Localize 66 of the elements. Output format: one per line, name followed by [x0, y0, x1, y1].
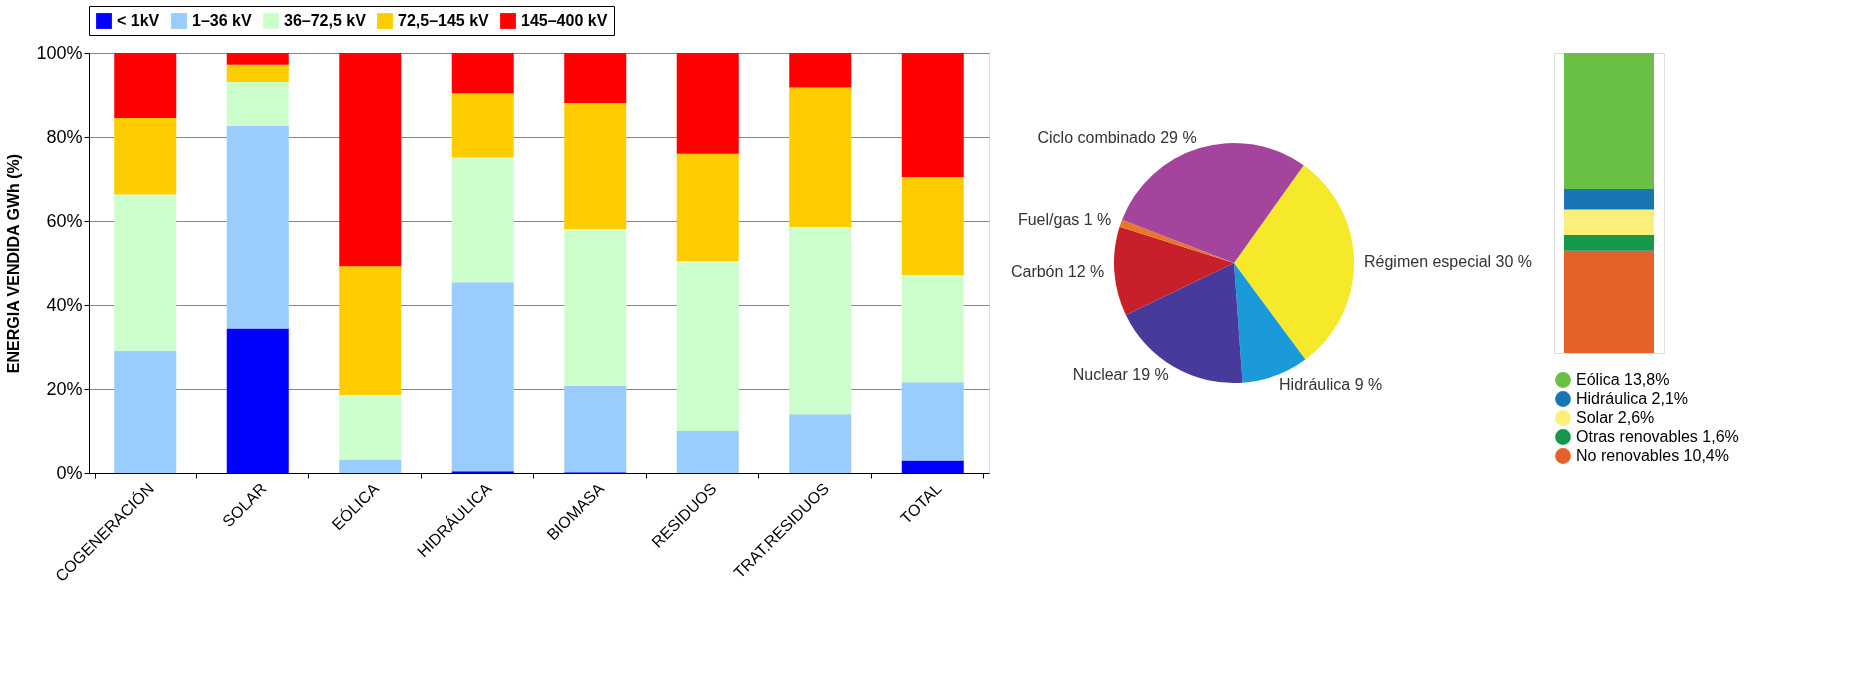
bar: [1564, 188, 1654, 210]
bar: [1564, 235, 1654, 251]
bar: [226, 81, 289, 127]
legend-label: < 1kV: [117, 12, 160, 29]
bar: [226, 53, 289, 65]
bar: [789, 414, 852, 473]
bar: [789, 87, 852, 227]
legend-label: 145–400 kV: [521, 12, 608, 29]
slice-label: Régimen especial 30 %: [1364, 252, 1533, 270]
bar: [901, 53, 964, 177]
pie-slice: [1234, 165, 1354, 360]
slice-label: Fuel/gas 1 %: [1017, 210, 1112, 228]
bar: [451, 53, 514, 94]
bar: [114, 53, 177, 119]
legend-label: 72,5–145 kV: [398, 12, 490, 29]
y-tick-label: 20%: [46, 378, 83, 399]
legend-label: Otras renovables 1,6%: [1576, 428, 1739, 445]
legend-label: 36–72,5 kV: [284, 12, 367, 29]
bar: [1564, 53, 1654, 189]
bar: [901, 275, 964, 383]
bar: [226, 328, 289, 473]
bar: [901, 382, 964, 461]
bar: [564, 228, 627, 386]
bar: [451, 157, 514, 283]
bar: [114, 194, 177, 351]
bar: [676, 153, 739, 262]
slice-label: Ciclo combinado 29 %: [1037, 129, 1197, 147]
y-tick-label: 0%: [56, 462, 83, 483]
bar: [789, 53, 852, 88]
legend-label: Solar 2,6%: [1576, 409, 1655, 426]
bar: [564, 102, 627, 229]
slice-label: Carbón 12 %: [1010, 263, 1105, 281]
bar: [901, 176, 964, 276]
legend-label: Eólica 13,8%: [1576, 371, 1670, 388]
slice-label: Hidráulica 9 %: [1279, 375, 1383, 393]
pie-slice: [1114, 226, 1234, 315]
bar: [339, 394, 402, 460]
bar: [676, 53, 739, 154]
y-axis-title: ENERGIA VENDIDA GWh (%): [5, 153, 23, 374]
pie-slice: [1119, 219, 1234, 263]
bar: [676, 261, 739, 431]
slice-label: Nuclear 19 %: [1072, 366, 1169, 384]
bar: [1564, 209, 1654, 236]
bar: [339, 53, 402, 267]
bar: [114, 350, 177, 473]
bar: [339, 459, 402, 473]
bar: [226, 64, 289, 82]
legend-label: 1–36 kV: [192, 12, 252, 29]
y-tick-label: 100%: [36, 42, 83, 63]
bar: [564, 53, 627, 103]
bar: [114, 118, 177, 195]
bar: [564, 385, 627, 473]
bar: [676, 431, 739, 473]
bar: [789, 226, 852, 415]
bar: [1564, 250, 1654, 353]
legend-label: No renovables 10,4%: [1576, 447, 1729, 464]
bar: [451, 93, 514, 158]
bar: [901, 460, 964, 473]
y-tick-label: 40%: [46, 294, 83, 315]
bar: [226, 126, 289, 329]
y-tick-label: 60%: [46, 210, 83, 231]
legend-label: Hidráulica 2,1%: [1576, 390, 1689, 407]
y-tick-label: 80%: [46, 126, 83, 147]
pie-slice: [1122, 143, 1304, 263]
bar: [339, 266, 402, 395]
bar: [451, 282, 514, 472]
